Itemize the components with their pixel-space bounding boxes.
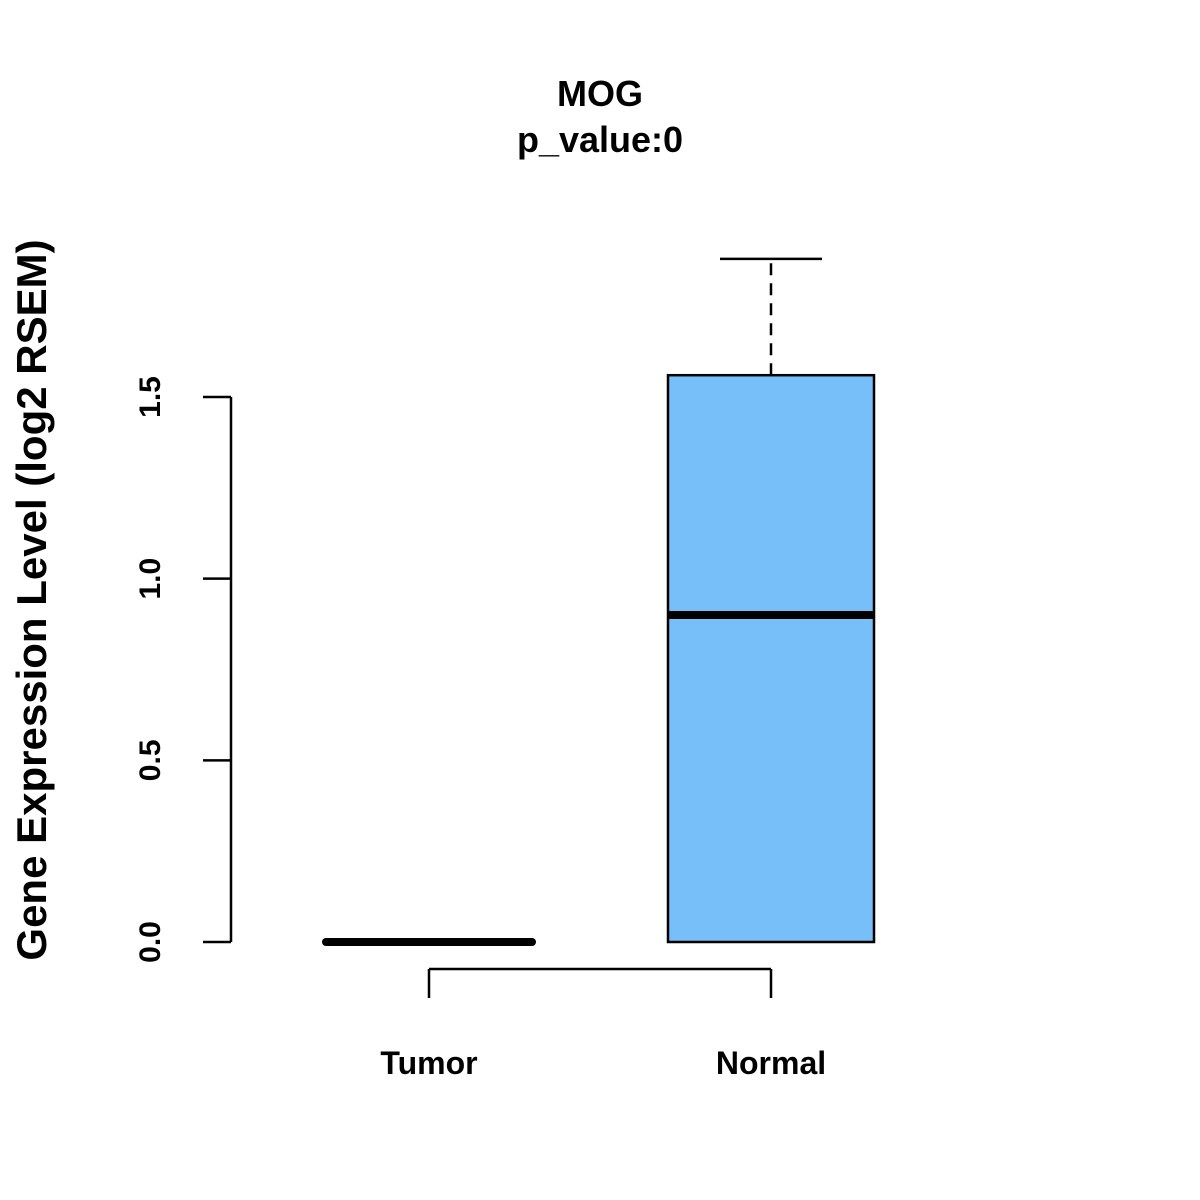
- y-tick-label: 0.0: [134, 921, 167, 963]
- x-tick-labels: Tumor Normal: [380, 1045, 826, 1081]
- y-axis-label: Gene Expression Level (log2 RSEM): [8, 239, 55, 960]
- x-axis-bracket: [427, 967, 773, 998]
- y-axis: 0.0 0.5 1.0 1.5: [134, 376, 233, 963]
- boxes-group: [322, 257, 876, 946]
- y-tick-label: 0.5: [134, 739, 167, 781]
- y-tick-label: 1.5: [134, 376, 167, 418]
- chart-subtitle: p_value:0: [517, 119, 683, 160]
- normal-box: [666, 373, 876, 944]
- x-tick-label-tumor: Tumor: [380, 1045, 477, 1081]
- chart-title: MOG: [557, 73, 643, 114]
- y-tick-label: 1.0: [134, 558, 167, 600]
- x-tick-label-normal: Normal: [716, 1045, 826, 1081]
